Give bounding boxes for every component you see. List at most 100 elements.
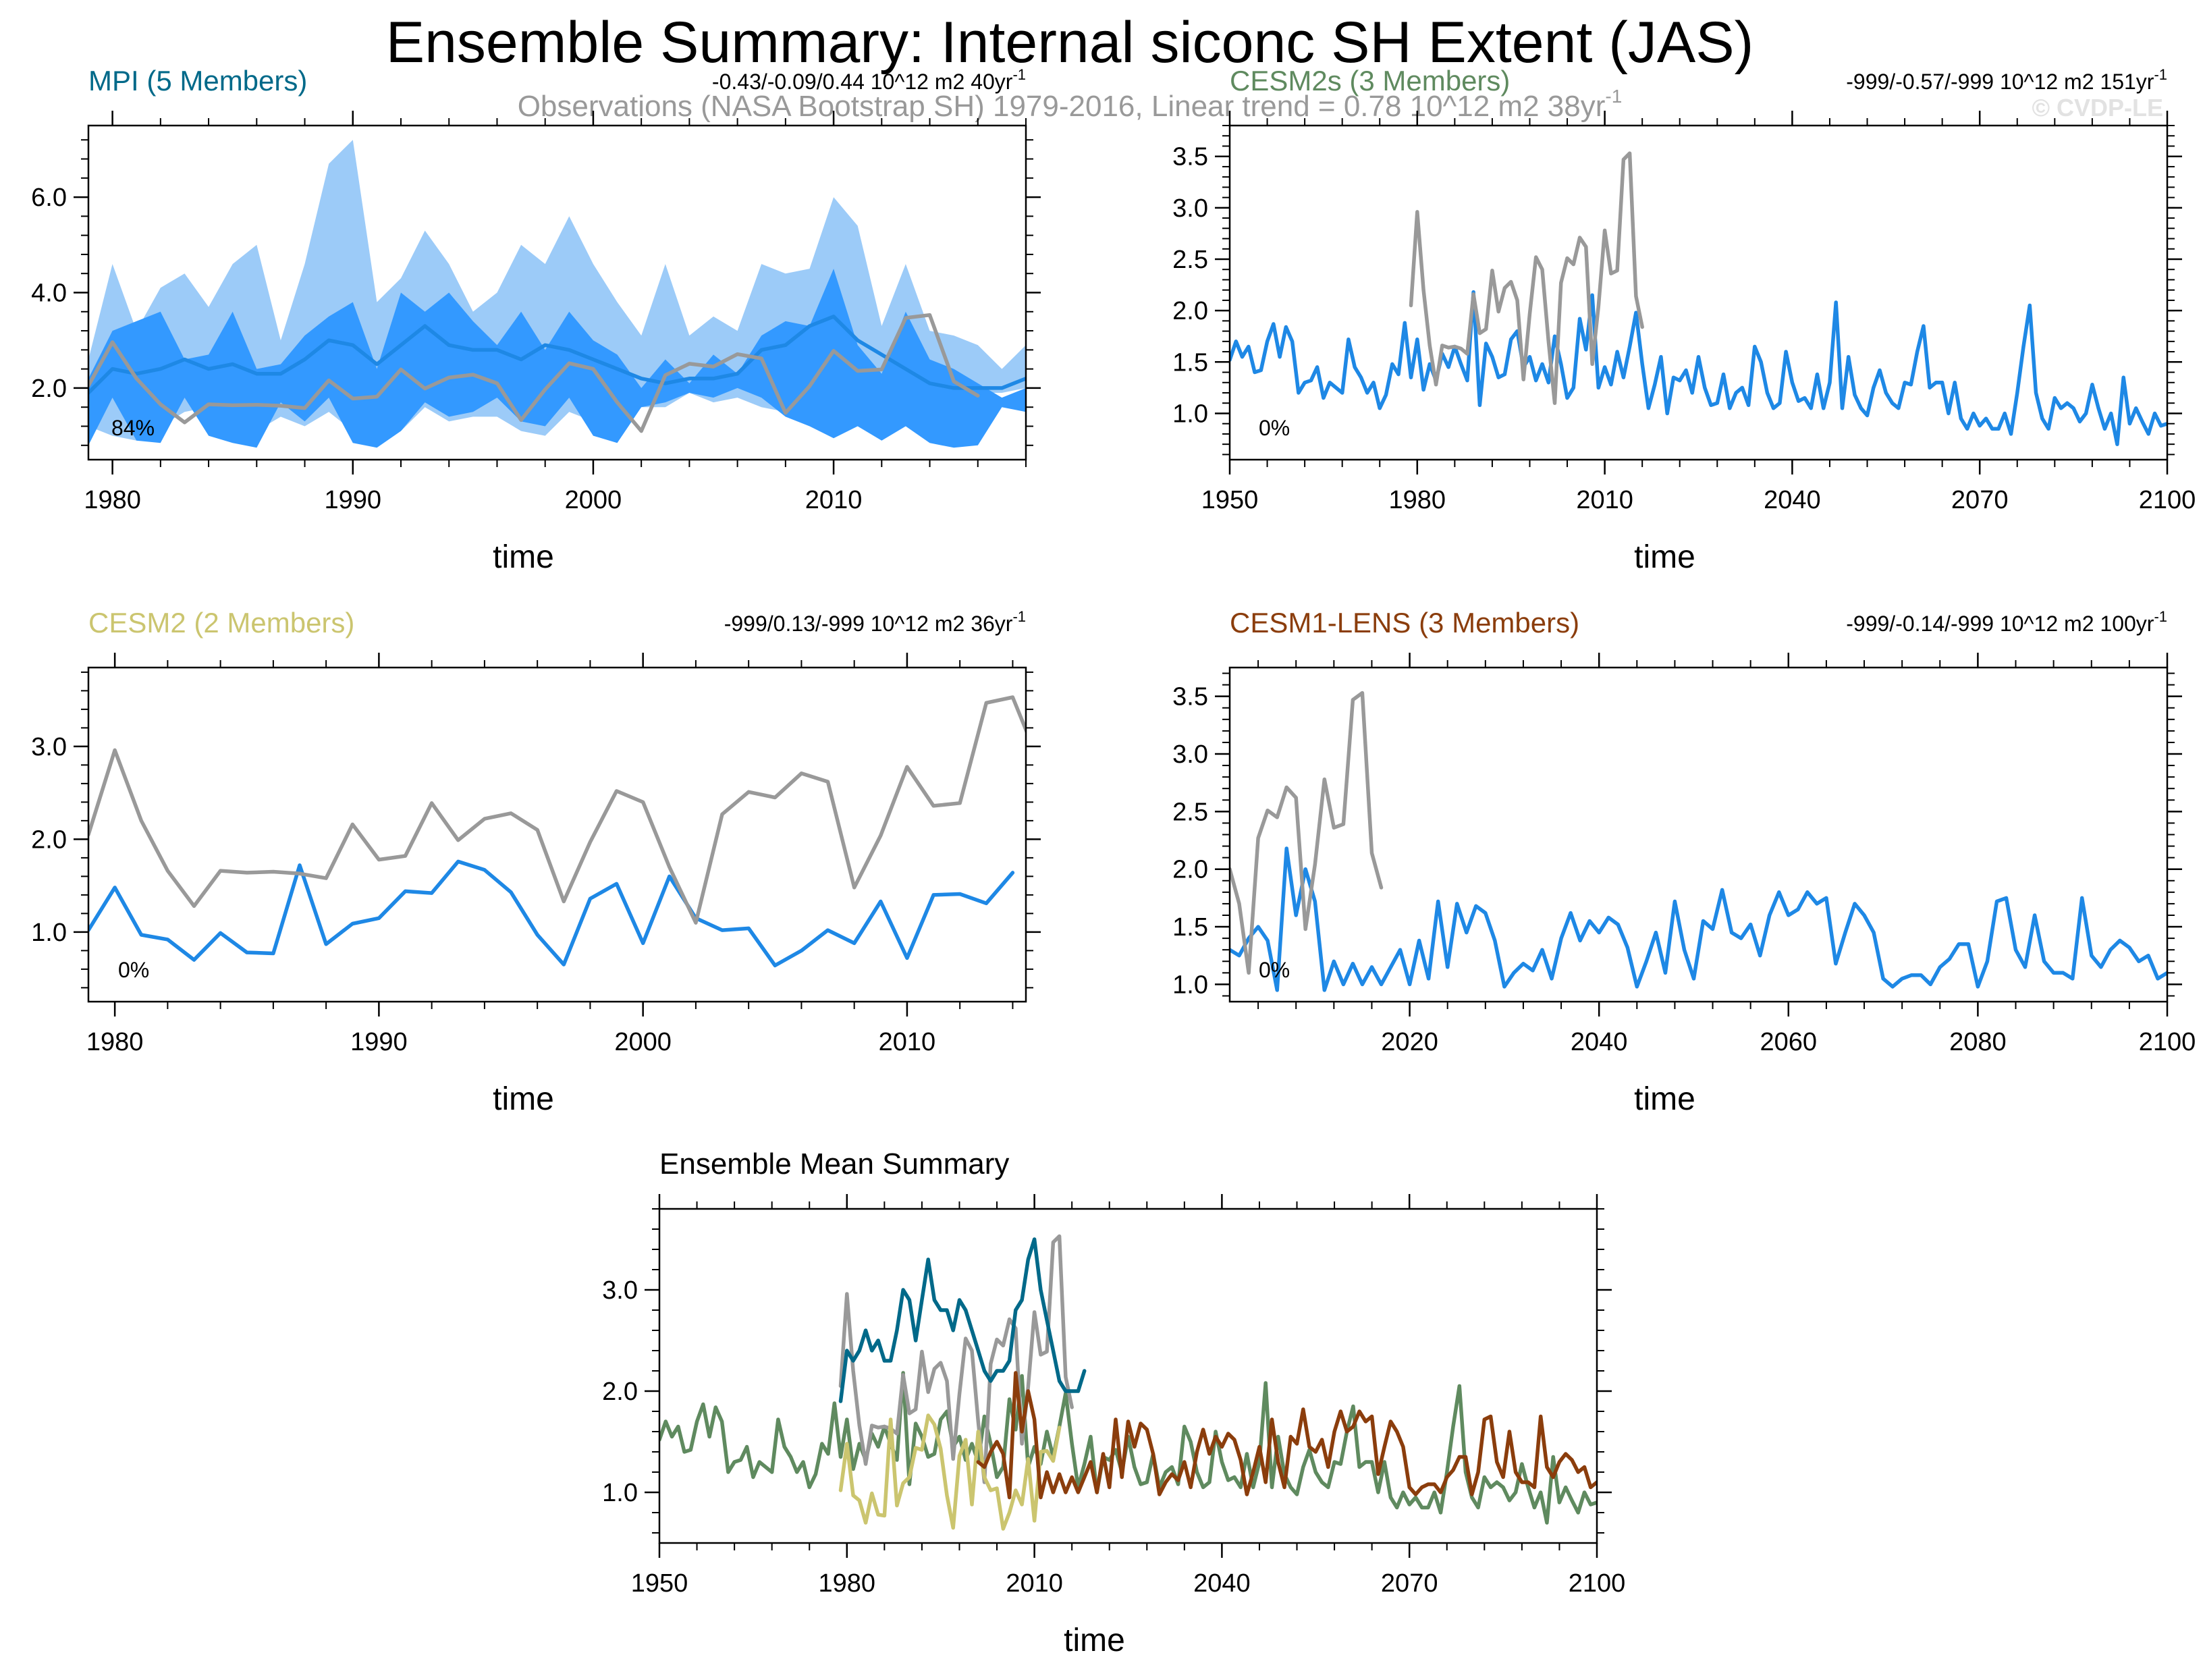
x-tick-label: 1950: [631, 1569, 688, 1598]
trend-text-value: -999/-0.57/-999 10^12 m2 151yr: [1846, 70, 2154, 94]
series-line-cesm2: [838, 1413, 1062, 1531]
x-tick-label: 2010: [805, 486, 863, 514]
x-axis-label: time: [1064, 1623, 1125, 1658]
y-tick-label: 2.5: [1172, 798, 1208, 826]
series-line-obs: [838, 1234, 1074, 1484]
x-tick-label: 2100: [2139, 1028, 2196, 1056]
y-tick-label: 1.0: [1172, 400, 1208, 428]
tick-marks-cesm2: [74, 653, 1041, 1017]
x-tick-label: 1950: [1201, 486, 1259, 514]
x-tick-label: 2040: [1764, 486, 1821, 514]
figure-subtitle: Observations (NASA Bootstrap SH) 1979-20…: [518, 86, 1623, 123]
panel-title: MPI (5 Members): [88, 65, 307, 97]
x-tick-label: 1990: [324, 486, 381, 514]
trend-text-exp: -1: [1012, 608, 1026, 625]
y-tick-label: 1.0: [31, 919, 67, 947]
y-tick-label: 4.0: [31, 279, 67, 308]
x-tick-label: 2070: [1381, 1569, 1438, 1598]
series-line-obs: [88, 695, 1026, 925]
panel-title: CESM2s (3 Members): [1230, 65, 1510, 97]
y-tick-label: 6.0: [31, 184, 67, 212]
tick-marks-mpi: [74, 111, 1041, 475]
x-axis-label: time: [1634, 1081, 1695, 1117]
series-line-member: [1230, 846, 2167, 992]
trend-text: -999/-0.57/-999 10^12 m2 151yr-1: [1846, 66, 2167, 94]
series-line-member: [88, 859, 1015, 968]
trend-text-value: -999/-0.14/-999 10^12 m2 100yr: [1846, 612, 2154, 636]
plot-area-cesm2: [88, 695, 1026, 968]
trend-text: -999/0.13/-999 10^12 m2 36yr-1: [724, 608, 1026, 636]
x-tick-label: 2000: [614, 1028, 672, 1056]
trend-text-value: -0.43/-0.09/0.44 10^12 m2 40yr: [712, 70, 1013, 94]
series-line-mean: [88, 315, 1026, 395]
x-tick-label: 1980: [86, 1028, 144, 1056]
plot-frame-cesm2s: [1228, 124, 2169, 461]
panel-cesm2s: 1950 1980 2010 2040 2070 2100 1.0 1.5 2.0 2.5 3.0 3…: [1172, 65, 2196, 575]
series-line-cesm2s: [659, 1371, 1597, 1525]
series-line-member: [1230, 290, 2167, 446]
panel-cesm2: 1980 1990 2000 2010 1.0 2.0 3.0 time CESM2 (2 Me…: [31, 607, 1041, 1117]
trend-text-exp: -1: [2154, 608, 2167, 625]
tick-marks-ensmean: [645, 1194, 1612, 1558]
x-tick-label: 1980: [1389, 486, 1446, 514]
x-tick-label: 2040: [1193, 1569, 1251, 1598]
plot-area-cesm2s: [1230, 151, 2167, 446]
y-tick-label: 3.0: [602, 1276, 638, 1305]
panel-title: CESM2 (2 Members): [88, 607, 354, 639]
x-tick-label: 2100: [2139, 486, 2196, 514]
y-tick-label: 2.0: [1172, 297, 1208, 325]
x-tick-label: 1980: [84, 486, 141, 514]
figure-title: Ensemble Summary: Internal siconc SH Ext…: [386, 10, 1754, 75]
x-axis-label: time: [1634, 539, 1695, 575]
series-line-obs: [88, 313, 980, 433]
trend-text-exp: -1: [2154, 66, 2167, 83]
percent-label: 0%: [1259, 416, 1290, 440]
percent-label: 0%: [1259, 958, 1290, 982]
tick-marks-cesm2s: [1215, 111, 2182, 475]
y-tick-label: 2.0: [1172, 856, 1208, 884]
series-line-obs: [1230, 690, 1384, 975]
trend-text: -0.43/-0.09/0.44 10^12 m2 40yr-1: [712, 66, 1026, 94]
x-tick-label: 2010: [1576, 486, 1633, 514]
spread-band-inner: [88, 269, 1026, 448]
y-tick-label: 3.0: [31, 733, 67, 761]
figure-subtitle-exp: -1: [1605, 86, 1622, 107]
y-tick-label: 2.0: [31, 825, 67, 854]
y-tick-label: 2.0: [31, 375, 67, 403]
panel-title: Ensemble Mean Summary: [659, 1147, 1009, 1181]
x-tick-label: 2100: [1569, 1569, 1626, 1598]
x-tick-label: 2010: [879, 1028, 936, 1056]
watermark: © CVDP-LE: [2032, 94, 2163, 121]
y-tick-label: 2.0: [602, 1378, 638, 1406]
x-tick-label: 2020: [1381, 1028, 1438, 1056]
trend-text-value: -999/0.13/-999 10^12 m2 36yr: [724, 612, 1013, 636]
panel-mpi: 1980 1990 2000 2010 2.0 4.0 6.0 time MPI (5 Memb…: [31, 65, 1041, 575]
x-tick-label: 2040: [1571, 1028, 1628, 1056]
panel-title: CESM1-LENS (3 Members): [1230, 607, 1579, 639]
figure-subtitle-text: Observations (NASA Bootstrap SH) 1979-20…: [518, 90, 1606, 123]
x-tick-label: 2060: [1760, 1028, 1818, 1056]
x-tick-label: 2070: [1951, 486, 2009, 514]
y-tick-label: 1.5: [1172, 913, 1208, 942]
series-line-mpi: [838, 1237, 1087, 1403]
x-tick-label: 1990: [350, 1028, 408, 1056]
y-tick-label: 1.0: [1172, 971, 1208, 999]
tick-marks-lens: [1215, 653, 2182, 1017]
y-tick-label: 1.0: [602, 1479, 638, 1507]
plot-area-mpi: [88, 140, 1026, 448]
y-tick-label: 1.5: [1172, 348, 1208, 377]
percent-label: 84%: [111, 416, 155, 440]
panel-ensmean: 1950 1980 2010 2040 2070 2100 1.0 2.0 3.0 time Ens…: [602, 1147, 1626, 1658]
percent-label: 0%: [118, 958, 149, 982]
plot-frame-ensmean: [658, 1208, 1598, 1544]
y-tick-label: 3.5: [1172, 683, 1208, 711]
series-line-obs: [1409, 151, 1644, 405]
series-line-lens: [976, 1371, 1597, 1500]
y-tick-label: 3.0: [1172, 740, 1208, 769]
plot-frame-cesm2: [87, 666, 1027, 1003]
x-tick-label: 2010: [1006, 1569, 1063, 1598]
plot-area-lens: [1230, 690, 2167, 992]
plot-area-ensmean: [659, 1234, 1597, 1531]
x-tick-label: 1980: [819, 1569, 876, 1598]
